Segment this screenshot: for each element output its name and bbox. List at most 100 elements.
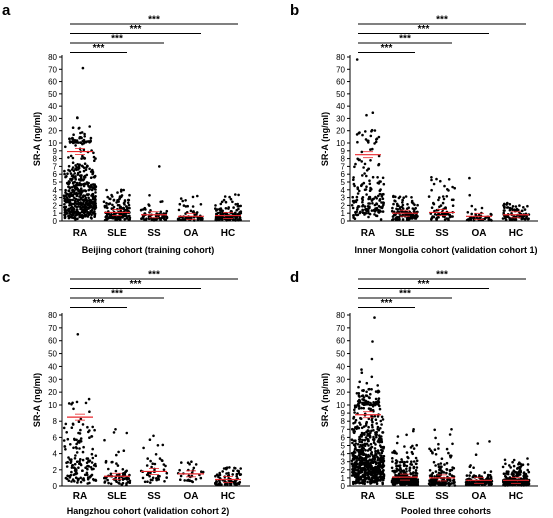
data-point: [505, 206, 509, 209]
y-tick-label: 7: [341, 162, 346, 171]
data-point: [92, 195, 96, 199]
data-point: [363, 462, 367, 465]
data-point: [367, 417, 371, 421]
point-group-oa: [176, 194, 204, 222]
data-point: [433, 481, 436, 484]
significance-label: ***: [418, 279, 430, 290]
data-point: [410, 201, 414, 204]
data-point: [146, 457, 149, 460]
data-point: [367, 141, 370, 144]
data-point: [415, 466, 419, 469]
y-tick-label: 1: [53, 209, 58, 218]
data-point: [360, 406, 363, 410]
data-point: [508, 208, 512, 212]
data-point: [82, 194, 85, 197]
data-point: [87, 140, 90, 143]
data-point: [64, 199, 67, 203]
data-point: [352, 473, 355, 477]
data-point: [178, 202, 182, 206]
data-point: [376, 390, 380, 394]
point-group-hc: [214, 466, 243, 487]
data-point: [368, 387, 371, 391]
data-point: [361, 438, 365, 442]
point-group-sle: [390, 194, 419, 222]
data-point: [81, 450, 85, 454]
data-point: [363, 468, 366, 472]
data-point: [360, 444, 364, 448]
data-point: [526, 204, 529, 208]
data-point: [432, 460, 436, 464]
data-point: [415, 462, 418, 466]
data-point: [433, 213, 437, 216]
data-point: [428, 469, 432, 472]
data-point: [508, 483, 512, 486]
data-point: [470, 212, 474, 216]
data-point: [361, 398, 364, 401]
data-point: [119, 190, 123, 193]
data-point: [378, 461, 381, 464]
data-point: [450, 428, 453, 431]
data-point: [403, 471, 407, 475]
data-point: [370, 130, 373, 133]
data-point: [229, 197, 233, 201]
data-point: [85, 206, 89, 209]
data-point: [381, 469, 385, 472]
data-point: [371, 175, 375, 179]
data-point: [412, 466, 416, 470]
data-point: [445, 461, 449, 465]
data-point: [234, 203, 237, 206]
data-point: [151, 478, 154, 482]
data-point: [177, 208, 181, 212]
y-tick-label: 50: [336, 350, 345, 359]
data-point: [382, 473, 386, 477]
data-point: [363, 162, 367, 166]
y-tick-label: 8: [341, 155, 346, 164]
data-point: [370, 464, 373, 468]
data-point: [403, 483, 406, 486]
data-point: [370, 388, 373, 391]
data-point: [158, 457, 162, 460]
data-point: [92, 467, 95, 471]
panel-caption: Pooled three cohorts: [401, 506, 491, 516]
data-point: [63, 169, 66, 173]
data-point: [239, 467, 242, 470]
data-point: [356, 400, 360, 403]
data-point: [351, 195, 355, 199]
data-point: [94, 464, 97, 468]
data-point: [143, 480, 147, 484]
data-point: [373, 447, 377, 450]
data-point: [359, 460, 363, 464]
significance-label: ***: [418, 24, 430, 35]
data-point: [437, 442, 440, 446]
data-point: [429, 449, 433, 453]
data-point: [143, 206, 147, 210]
data-point: [372, 441, 376, 445]
data-point: [84, 168, 88, 172]
data-point: [355, 475, 358, 478]
data-point: [86, 464, 90, 468]
y-tick-label: 40: [48, 362, 57, 371]
data-point: [350, 459, 354, 463]
data-point: [353, 480, 357, 484]
data-point: [355, 459, 359, 462]
data-point: [115, 201, 118, 204]
y-tick-label: 50: [336, 90, 345, 99]
data-point: [369, 452, 373, 456]
data-point: [157, 477, 160, 480]
data-point: [410, 216, 413, 219]
data-point: [370, 375, 374, 379]
data-point: [522, 471, 526, 474]
data-point: [375, 197, 379, 200]
y-tick-label: 70: [336, 324, 345, 333]
data-point: [373, 203, 377, 207]
data-point: [87, 430, 90, 434]
data-point: [364, 424, 368, 427]
data-point: [527, 481, 530, 484]
data-point: [77, 127, 81, 130]
data-point: [362, 396, 366, 399]
data-point: [450, 454, 453, 458]
data-point: [153, 467, 156, 471]
y-tick-label: 4: [53, 450, 58, 459]
data-point: [78, 211, 82, 215]
data-point: [231, 473, 234, 476]
